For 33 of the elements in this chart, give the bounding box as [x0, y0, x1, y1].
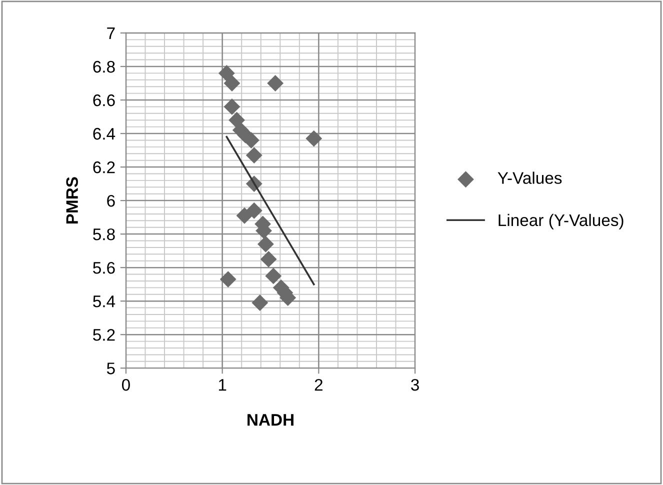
- y-tick-label: 5.8: [93, 228, 115, 240]
- point: [236, 207, 253, 224]
- y-tick-label: 5.6: [93, 262, 115, 274]
- point: [260, 250, 277, 268]
- y-axis-title: PMRS: [66, 177, 78, 224]
- point: [246, 147, 262, 164]
- y-tick-label: 5: [106, 362, 115, 374]
- x-tick-label: 2: [314, 378, 322, 391]
- point: [257, 236, 274, 252]
- point: [224, 98, 240, 115]
- x-axis-title: NADH: [248, 414, 294, 426]
- x-tick-label: 0: [122, 378, 130, 391]
- y-tick-label: 6.8: [93, 60, 115, 73]
- legend-label: Y-Values: [498, 172, 562, 184]
- point: [224, 75, 240, 92]
- point: [306, 130, 322, 147]
- y-tick-label: 6.4: [93, 128, 116, 140]
- x-tick-label: 1: [218, 379, 226, 391]
- y-tick-label: 6.2: [93, 161, 115, 174]
- point: [218, 64, 235, 82]
- point: [252, 294, 268, 311]
- y-tick-label: 7: [107, 28, 115, 40]
- y-tick-label: 6: [107, 194, 115, 207]
- y-tick-label: 6.6: [93, 94, 115, 106]
- y-tick-label: 5.2: [93, 329, 115, 341]
- point: [246, 202, 262, 219]
- y-tick-label: 5.4: [93, 296, 116, 308]
- point: [228, 112, 245, 128]
- x-tick-label: 3: [411, 378, 419, 391]
- point: [220, 271, 236, 288]
- legend-label: Linear (Y-Values): [498, 214, 624, 230]
- point: [267, 75, 284, 92]
- point: [265, 268, 282, 284]
